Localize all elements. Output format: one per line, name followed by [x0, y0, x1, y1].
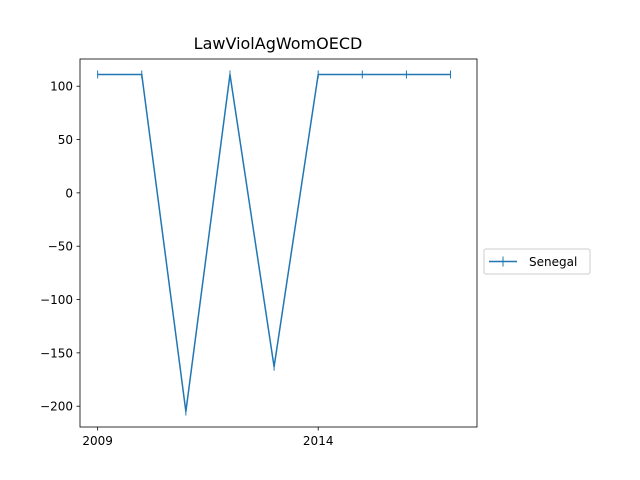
y-tick-label: 0: [65, 186, 73, 200]
legend: Senegal: [483, 248, 591, 275]
plot-frame: [79, 58, 478, 428]
legend-frame: [483, 248, 591, 275]
y-tick-label: −150: [40, 346, 73, 360]
series-layer: [97, 70, 452, 416]
legend-label-senegal: Senegal: [529, 255, 577, 269]
chart-title: LawViolAgWomOECD: [194, 34, 363, 53]
axes-layer: 100 50 0 −50 −100 −150 −200 2009 2014: [40, 58, 478, 448]
y-tick-label: −100: [40, 293, 73, 307]
y-tick-label: 50: [58, 133, 73, 147]
y-tick-label: 100: [50, 80, 73, 94]
y-tick-label: −50: [48, 240, 73, 254]
x-tick-label: 2009: [82, 434, 113, 448]
x-tick-label: 2014: [303, 434, 334, 448]
y-tick-label: −200: [40, 400, 73, 414]
